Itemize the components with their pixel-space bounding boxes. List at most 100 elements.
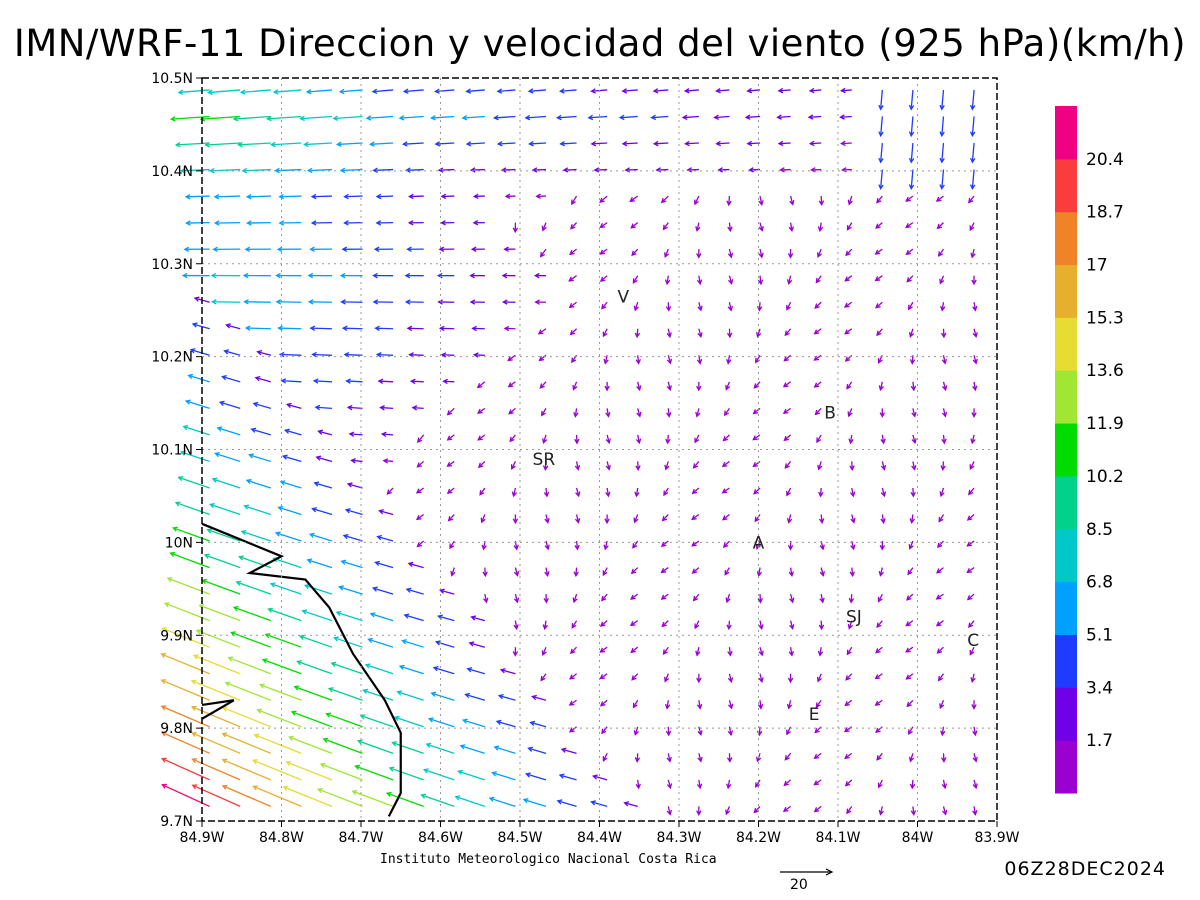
wind-arrow-head (568, 727, 575, 733)
wind-arrow-shaft (666, 700, 669, 709)
wind-arrow (242, 272, 271, 279)
wind-arrow-head (696, 783, 703, 790)
wind-arrow-head (191, 784, 198, 790)
wind-arrow-head (333, 636, 339, 642)
wind-arrow-shaft (973, 806, 977, 815)
wind-arrow (843, 301, 853, 308)
wind-arrow (191, 322, 210, 330)
wind-arrow (723, 407, 730, 417)
wind-arrow (905, 195, 914, 202)
wind-arrow-head (786, 490, 791, 497)
wind-arrow (316, 787, 363, 808)
wind-arrow-shaft (905, 195, 914, 202)
wind-arrow-shaft (875, 248, 883, 255)
wind-arrow (941, 408, 948, 418)
wind-arrow-head (378, 509, 384, 515)
wind-arrow (341, 246, 363, 252)
wind-arrow (880, 461, 887, 471)
wind-arrow-head (909, 518, 915, 524)
wind-arrow-shaft (696, 647, 700, 656)
wind-arrow (468, 641, 486, 648)
wind-arrow-shaft (940, 487, 945, 496)
wind-arrow-shaft (560, 89, 577, 92)
wind-arrow-shaft (242, 168, 271, 172)
wind-arrow-head (374, 560, 380, 567)
wind-arrow-shaft (219, 401, 241, 409)
wind-arrow-head (845, 250, 851, 257)
wind-arrow-head (311, 351, 317, 358)
wind-arrow-shaft (631, 673, 639, 681)
wind-arrow-head (635, 438, 642, 445)
wind-arrow-head (666, 783, 673, 790)
wind-arrow-head (843, 302, 850, 308)
wind-arrow (274, 531, 302, 542)
wind-arrow-shaft (778, 142, 791, 145)
wind-arrow-head (662, 224, 668, 231)
wind-arrow-shaft (876, 328, 883, 336)
wind-arrow-head (905, 249, 912, 256)
wind-arrow-shaft (661, 593, 669, 600)
wind-arrow-head (746, 87, 753, 94)
wind-arrow-head (524, 114, 531, 121)
wind-arrow-head (438, 325, 445, 332)
wind-arrow-shaft (307, 89, 333, 93)
wind-arrow-head (459, 744, 466, 750)
wind-arrow (201, 578, 241, 595)
wind-arrow (440, 193, 455, 200)
wind-arrow-shaft (417, 434, 425, 443)
wind-arrow (465, 88, 485, 94)
wind-arrow-shaft (441, 354, 455, 356)
wind-arrow (875, 726, 883, 734)
wind-arrow-head (906, 701, 912, 708)
coastline-path (201, 699, 235, 720)
wind-arrow-head (695, 650, 701, 657)
wind-arrow-head (472, 193, 479, 200)
wind-arrow (629, 620, 639, 627)
wind-arrow-shaft (937, 540, 944, 548)
colorbar-label: 15.3 (1086, 308, 1124, 328)
wind-arrow-shaft (440, 589, 455, 595)
wind-arrow (813, 381, 822, 388)
wind-arrow-shaft (788, 275, 792, 284)
wind-arrow (568, 275, 577, 282)
wind-arrow-head (880, 491, 887, 498)
wind-arrow (264, 633, 302, 648)
wind-arrow-head (303, 583, 310, 590)
wind-arrow (666, 806, 672, 816)
wind-arrow-head (403, 613, 410, 619)
wind-arrow-shaft (466, 142, 485, 145)
wind-arrow (373, 246, 394, 252)
wind-arrow (338, 88, 363, 95)
wind-arrow-shaft (663, 646, 669, 655)
wind-arrow-head (407, 561, 414, 568)
wind-arrow (846, 381, 853, 390)
wind-arrow-head (481, 544, 487, 551)
wind-arrow-shaft (971, 169, 975, 189)
wind-arrow-head (818, 624, 825, 631)
wind-arrow-shaft (494, 746, 516, 754)
wind-arrow-head (160, 679, 167, 685)
wind-arrow-shaft (312, 508, 333, 516)
wind-arrow (630, 567, 639, 575)
wind-arrow-shaft (222, 733, 272, 754)
wind-arrow-head (599, 701, 606, 707)
wind-arrow-shaft (451, 567, 455, 576)
wind-arrow (755, 779, 761, 789)
wind-arrow-field (160, 87, 978, 816)
wind-arrow (621, 140, 638, 147)
wind-arrow (662, 222, 669, 231)
wind-arrow-head (189, 348, 196, 354)
wind-arrow-head (726, 358, 732, 365)
wind-arrow-head (544, 544, 550, 551)
wind-arrow (210, 299, 241, 305)
wind-arrow-head (184, 193, 191, 200)
wind-arrow-shaft (382, 433, 394, 436)
wind-arrow-shaft (788, 700, 792, 709)
wind-arrow (224, 681, 272, 701)
wind-arrow (878, 142, 884, 164)
wind-arrow-shaft (941, 169, 945, 189)
wind-arrow (878, 116, 884, 138)
wind-arrow-head (306, 167, 313, 174)
wind-arrow-head (664, 279, 671, 286)
wind-arrow (879, 541, 886, 551)
